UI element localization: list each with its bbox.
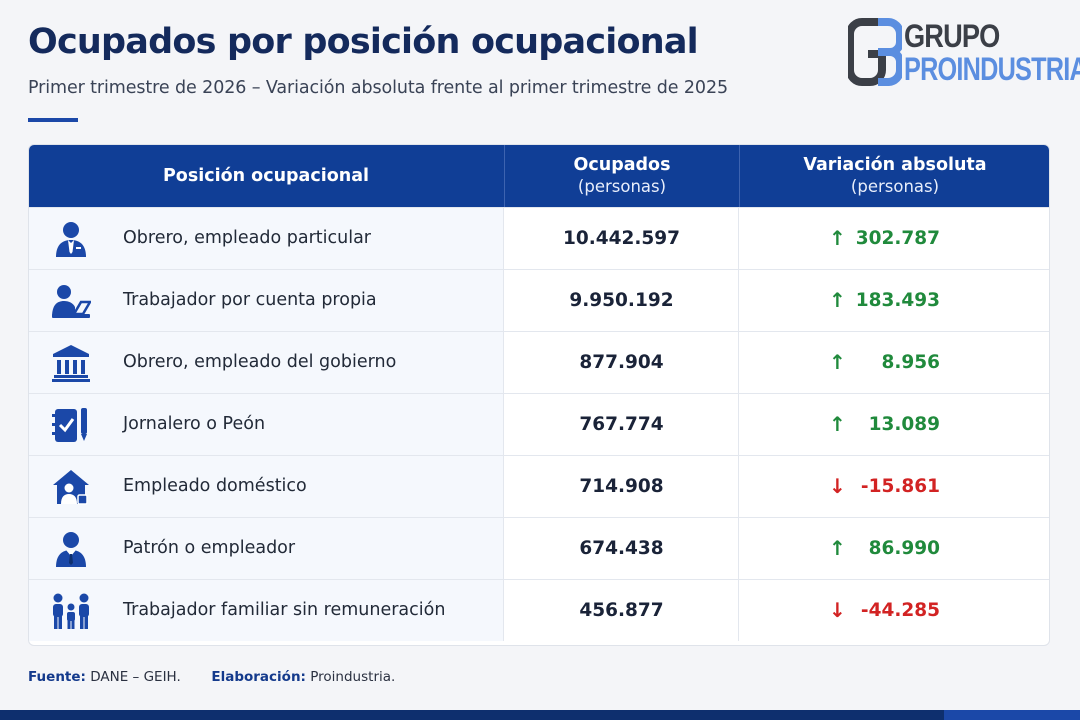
logo-mark-icon (848, 18, 902, 86)
ocupados-value: 877.904 (503, 332, 739, 393)
position-cell: Patrón o empleador (29, 518, 503, 579)
table-row: Trabajador por cuenta propia 9.950.192 ↑… (29, 269, 1049, 331)
position-label: Obrero, empleado del gobierno (123, 352, 397, 372)
ocupados-value: 9.950.192 (503, 270, 739, 331)
arrow-down-icon: ↓ (829, 474, 846, 498)
position-cell: Empleado doméstico (29, 456, 503, 517)
variation-cell: ↑ 86.990 (738, 518, 1049, 579)
column-header-label: Variación absoluta (803, 155, 987, 175)
table-row: Obrero, empleado del gobierno 877.904 ↑ … (29, 331, 1049, 393)
table-header: Posición ocupacional Ocupados (personas)… (29, 145, 1049, 207)
variation-value: 302.787 (855, 228, 940, 249)
variation-value: 86.990 (868, 538, 940, 559)
position-cell: Obrero, empleado particular (29, 208, 503, 269)
column-header-position: Posición ocupacional (29, 145, 503, 207)
footer-source: Fuente: DANE – GEIH. Elaboración: Proind… (28, 669, 395, 685)
variation-cell: ↓ -44.285 (738, 580, 1049, 641)
position-cell: Trabajador por cuenta propia (29, 270, 503, 331)
arrow-up-icon: ↑ (829, 536, 846, 560)
variation-cell: ↑ 13.089 (738, 394, 1049, 455)
page-subtitle: Primer trimestre de 2026 – Variación abs… (28, 78, 729, 98)
position-label: Empleado doméstico (123, 476, 307, 496)
position-label: Jornalero o Peón (123, 414, 266, 434)
variation-value: -44.285 (860, 600, 940, 621)
ocupados-value: 456.877 (503, 580, 739, 641)
column-header-ocupados: Ocupados (personas) (504, 145, 739, 207)
arrow-down-icon: ↓ (829, 598, 846, 622)
position-cell: Jornalero o Peón (29, 394, 503, 455)
column-header-label: Posición ocupacional (162, 166, 370, 186)
column-header-unit: (personas) (577, 177, 667, 196)
clipboard-tool-icon (52, 408, 87, 442)
arrow-up-icon: ↑ (829, 288, 846, 312)
elaboration-label: Elaboración: (211, 669, 306, 685)
source-label: Fuente: (28, 669, 86, 685)
logo-text-proindustria: PROINDUSTRIA (904, 51, 1080, 87)
data-table: Posición ocupacional Ocupados (personas)… (28, 144, 1050, 646)
variation-cell: ↑ 8.956 (738, 332, 1049, 393)
table-row: Jornalero o Peón 767.774 ↑ 13.089 (29, 393, 1049, 455)
table-row: Patrón o empleador 674.438 ↑ 86.990 (29, 517, 1049, 579)
title-accent-bar (28, 118, 78, 122)
ocupados-value: 674.438 (503, 518, 739, 579)
boss-icon (56, 532, 86, 567)
ocupados-value: 767.774 (503, 394, 739, 455)
position-label: Trabajador familiar sin remuneración (123, 600, 446, 620)
source-value: DANE – GEIH. (90, 669, 181, 685)
variation-cell: ↑ 183.493 (738, 270, 1049, 331)
position-cell: Trabajador familiar sin remuneración (29, 580, 503, 641)
ocupados-value: 10.442.597 (503, 208, 739, 269)
variation-value: 8.956 (881, 352, 940, 373)
position-label: Patrón o empleador (123, 538, 296, 558)
page-title: Ocupados por posición ocupacional (28, 22, 699, 62)
house-person-icon (53, 470, 89, 505)
table-row: Empleado doméstico 714.908 ↓ -15.861 (29, 455, 1049, 517)
column-header-label: Ocupados (573, 155, 671, 175)
employee-icon (56, 222, 86, 257)
variation-value: -15.861 (860, 476, 940, 497)
laptop-worker-icon (52, 285, 91, 318)
variation-cell: ↑ 302.787 (738, 208, 1049, 269)
column-header-unit: (personas) (850, 177, 940, 196)
position-label: Trabajador por cuenta propia (123, 290, 377, 310)
ocupados-value: 714.908 (503, 456, 739, 517)
family-icon (53, 593, 89, 629)
table-row: Trabajador familiar sin remuneración 456… (29, 579, 1049, 641)
variation-value: 183.493 (855, 290, 940, 311)
variation-value: 13.089 (868, 414, 940, 435)
logo-text-grupo: GRUPO (904, 18, 1000, 54)
variation-cell: ↓ -15.861 (738, 456, 1049, 517)
arrow-up-icon: ↑ (829, 350, 846, 374)
logo: GRUPO PROINDUSTRIA (848, 18, 1080, 88)
arrow-up-icon: ↑ (829, 226, 846, 250)
elaboration-value: Proindustria. (310, 669, 396, 685)
table-row: Obrero, empleado particular 10.442.597 ↑… (29, 207, 1049, 269)
position-label: Obrero, empleado particular (123, 228, 371, 248)
arrow-up-icon: ↑ (829, 412, 846, 436)
column-header-variacion: Variación absoluta (personas) (739, 145, 1049, 207)
position-cell: Obrero, empleado del gobierno (29, 332, 503, 393)
government-building-icon (52, 345, 90, 382)
bottom-bar (0, 710, 1080, 720)
